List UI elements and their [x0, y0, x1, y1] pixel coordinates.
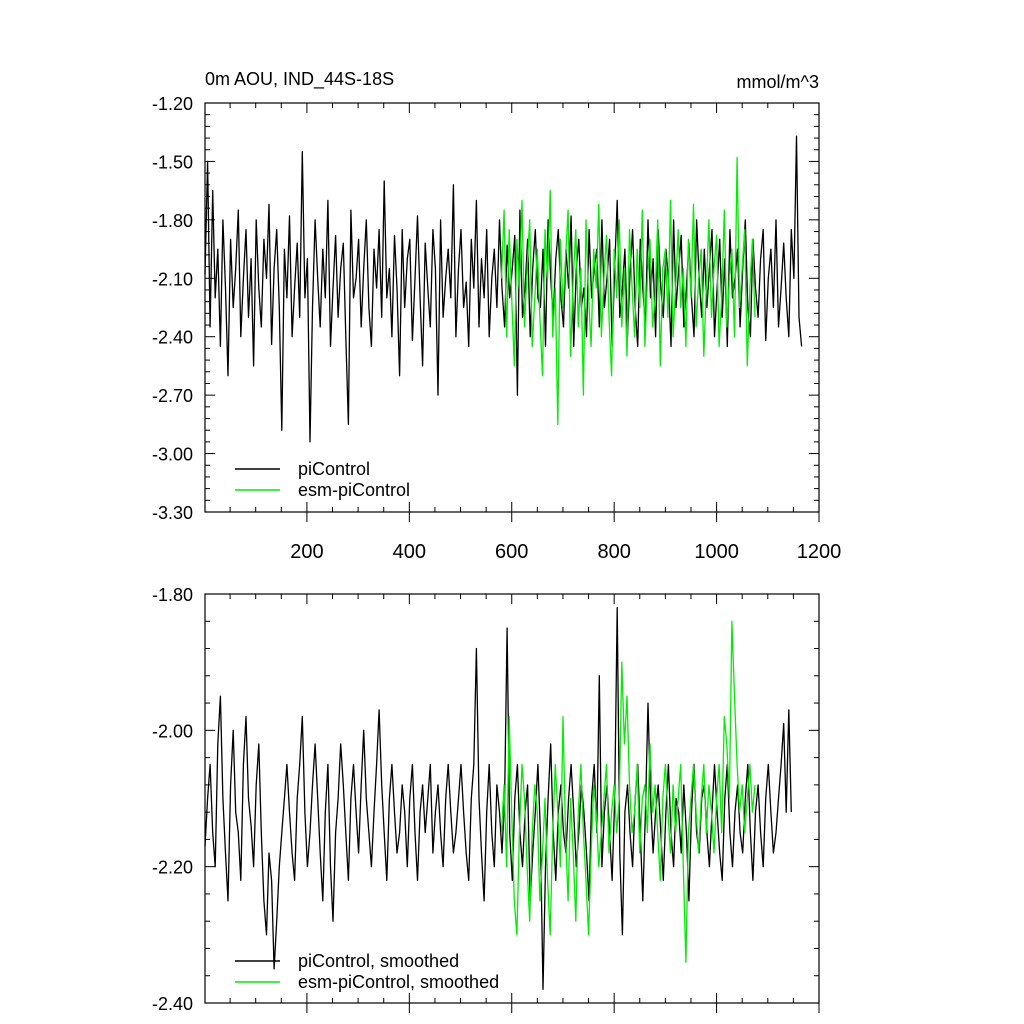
top-ytick-label: -1.20: [152, 94, 193, 114]
top-chart-title: 0m AOU, IND_44S-18S: [205, 69, 394, 90]
bottom-panel: -1.80 -2.00 -2.20 -2.40 piControl, smoothed…: [152, 585, 820, 1014]
top-xtick-label: 800: [597, 541, 630, 563]
top-ytick-label: -2.70: [152, 386, 193, 406]
top-ytick-label: -1.80: [152, 211, 193, 231]
legend-label-esm-picontrol-smoothed: esm-piControl, smoothed: [298, 972, 499, 992]
bottom-series-group: [204, 606, 792, 991]
top-ytick-label: -3.00: [152, 445, 193, 465]
top-legend: piControl esm-piControl: [235, 459, 410, 500]
bottom-axis-ticks: -1.80 -2.00 -2.20 -2.40: [152, 585, 820, 1014]
bottom-legend: piControl, smoothed esm-piControl, smoot…: [235, 951, 499, 992]
bottom-ytick-label: -2.00: [152, 721, 193, 741]
top-series-group: [204, 135, 803, 443]
top-ytick-label: -2.10: [152, 269, 193, 289]
legend-label-picontrol-smoothed: piControl, smoothed: [298, 951, 459, 971]
bottom-ytick-label: -1.80: [152, 585, 193, 605]
top-ytick-label: -1.50: [152, 152, 193, 172]
top-xtick-label: 200: [290, 541, 323, 563]
top-panel: 0m AOU, IND_44S-18S mmol/m^3 -1.20-1.50-…: [152, 69, 841, 563]
top-series-line-esm-picontrol: [500, 156, 756, 426]
top-xtick-label: 400: [393, 541, 426, 563]
top-xtick-label: 600: [495, 541, 528, 563]
bottom-ytick-label: -2.20: [152, 858, 193, 878]
legend-label-picontrol: piControl: [298, 459, 370, 479]
top-xtick-label: 1000: [694, 541, 739, 563]
bottom-ytick-label: -2.40: [152, 994, 193, 1014]
legend-label-esm-picontrol: esm-piControl: [298, 480, 410, 500]
top-units-label: mmol/m^3: [737, 72, 819, 92]
top-axis-ticks: -1.20 -1.50 -1.80 -2.10 -2.40 -2.70 -3.00 -3.30…: [152, 94, 841, 563]
bottom-series-line-esm-picontrol: [500, 620, 756, 963]
bottom-series-line-picontrol: [204, 606, 792, 991]
top-series-line-picontrol: [204, 135, 803, 443]
top-ytick-label: -2.40: [152, 328, 193, 348]
top-xtick-label: 1200: [797, 541, 842, 563]
top-ytick-label: -3.30: [152, 503, 193, 523]
